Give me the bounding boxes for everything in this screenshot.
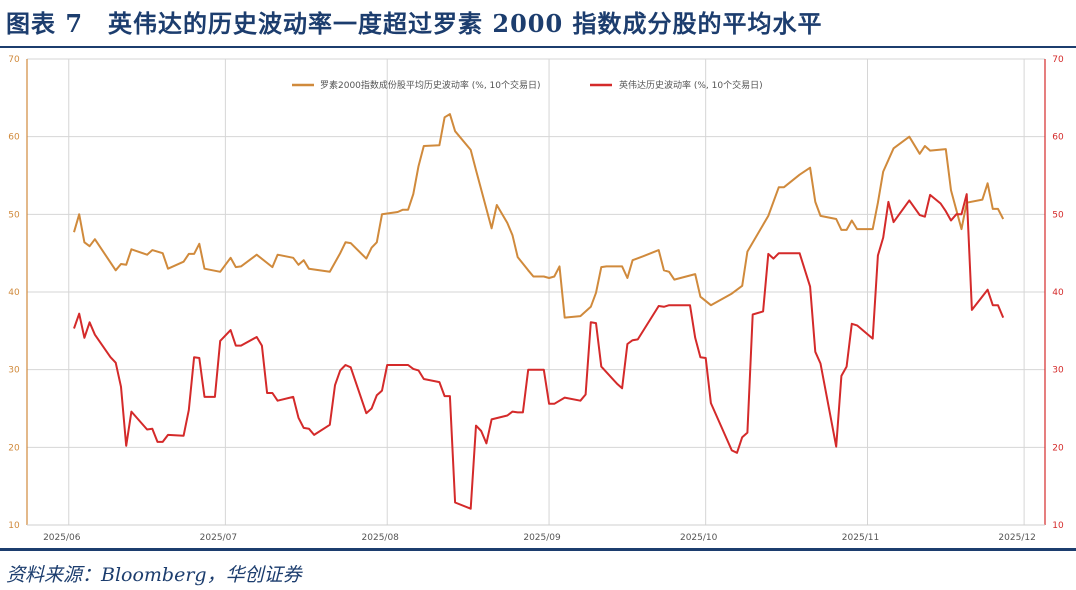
y-right-tick-label: 10 — [1052, 521, 1064, 531]
y-left-tick-label: 70 — [8, 55, 20, 65]
axes: 10 10 20 20 30 30 40 40 50 50 60 60 70 70 2025/06 2025/… — [8, 55, 1064, 543]
y-left-tick-label: 40 — [8, 288, 20, 298]
x-tick-label: 2025/12 — [998, 533, 1035, 543]
y-right-tick-label: 60 — [1052, 133, 1064, 143]
y-left-tick-label: 20 — [8, 443, 20, 453]
title-divider — [0, 46, 1076, 48]
y-right-tick-label: 70 — [1052, 55, 1064, 65]
legend-label-nvidia: 英伟达历史波动率 (%, 10个交易日) — [619, 79, 763, 91]
grid — [27, 58, 1045, 526]
x-tick-label: 2025/11 — [842, 533, 879, 543]
legend: 罗素2000指数成份股平均历史波动率 (%, 10个交易日) 英伟达历史波动率 … — [292, 79, 763, 91]
y-right-tick-label: 30 — [1052, 366, 1064, 376]
y-right-tick-label: 20 — [1052, 443, 1064, 453]
y-left-tick-label: 50 — [8, 210, 20, 220]
legend-label-russell: 罗素2000指数成份股平均历史波动率 (%, 10个交易日) — [320, 79, 541, 91]
x-tick-label: 2025/10 — [680, 533, 718, 543]
x-tick-label: 2025/07 — [200, 533, 237, 543]
source-note: 资料来源：Bloomberg，华创证券 — [6, 564, 302, 586]
x-tick-label: 2025/09 — [523, 533, 561, 543]
series-line-russell2000 — [73, 113, 1005, 319]
y-left-tick-label: 30 — [8, 366, 20, 376]
line-chart: 10 10 20 20 30 30 40 40 50 50 60 60 70 70 2025/06 2025/… — [8, 55, 1064, 543]
series-line-nvidia — [73, 193, 1005, 510]
footer-divider — [0, 548, 1076, 551]
y-left-tick-label: 60 — [8, 133, 20, 143]
y-right-tick-label: 40 — [1052, 288, 1064, 298]
x-tick-label: 2025/06 — [43, 533, 81, 543]
y-right-tick-label: 50 — [1052, 210, 1064, 220]
x-tick-label: 2025/08 — [362, 533, 400, 543]
y-left-tick-label: 10 — [8, 521, 20, 531]
series-lines — [73, 113, 1005, 510]
figure-title: 图表 7 英伟达的历史波动率一度超过罗素 2000 指数成分股的平均水平 — [6, 9, 823, 38]
